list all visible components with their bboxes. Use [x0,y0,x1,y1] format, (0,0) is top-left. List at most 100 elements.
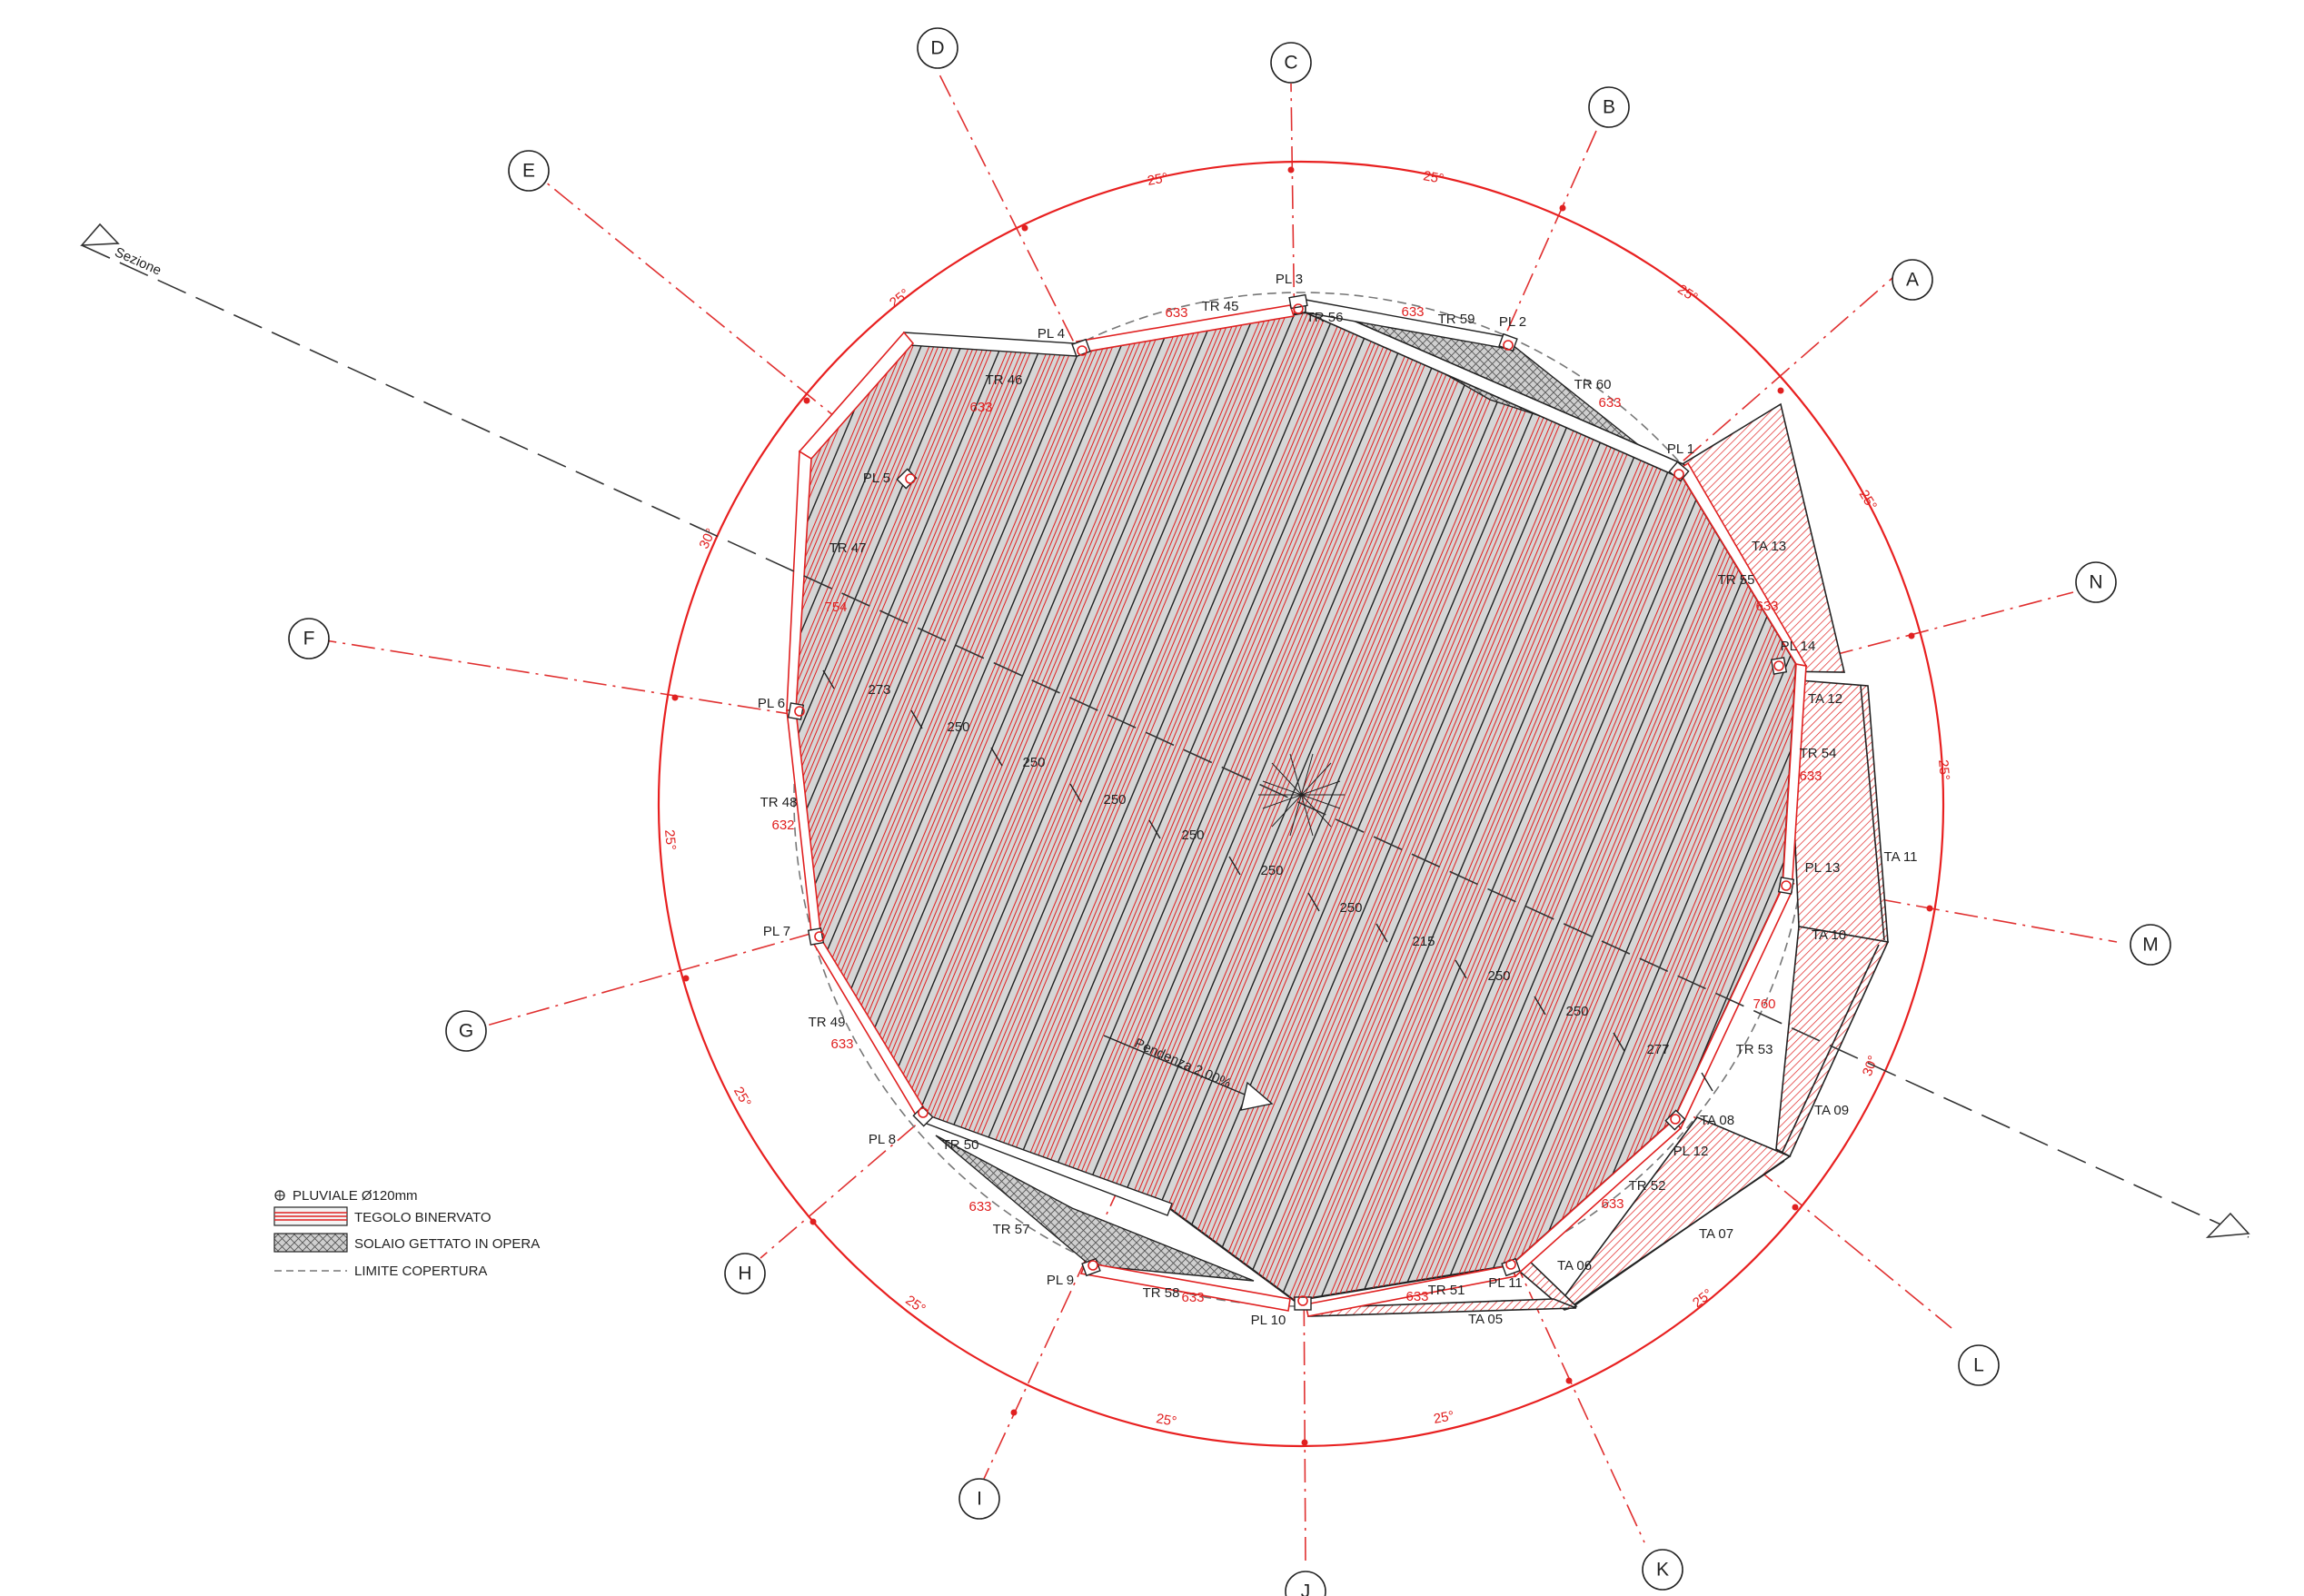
legend-item-limite: LIMITE COPERTURA [274,1264,487,1279]
tegolo-rib-line [792,312,1001,1301]
tegolo-rib-line [202,273,660,1363]
beam-label: TA 08 [1700,1113,1734,1128]
section-marker-icon [80,223,120,246]
pillar-label: PL 3 [1276,272,1303,287]
tegolo-rib-line [1465,312,1796,1301]
tegolo-rib-line [2156,273,2304,1363]
tegolo-rib-line [2165,273,2304,1363]
legend-label: SOLAIO GETTATO IN OPERA [354,1236,540,1252]
tegolo-rib-line [0,273,55,1363]
tegolo-separator-line [1893,273,2304,1363]
tegolo-rib-line [0,273,340,1363]
tegolo-rib-line [1925,273,2304,1363]
tegolo-rib-line [223,273,680,1363]
tegolo-separator-line [0,273,113,1363]
tegolo-separator-line [792,312,993,1301]
tegolo-separator-line [2013,273,2304,1363]
svg-text:L: L [1973,1355,1984,1376]
tegolo-rib-line [1080,312,1540,1301]
beam-length: 633 [1601,1196,1624,1212]
tegolo-separator-line [1173,312,1633,1301]
tegolo-rib-line [0,273,15,1363]
tegolo-rib-line [1510,312,1796,1301]
tegolo-separator-line [792,312,1073,1301]
pillar-label: PL 13 [1805,860,1841,876]
tegolo-rib-line [1190,312,1650,1301]
pillar-label: PL 11 [1488,1275,1523,1291]
beam-label: TR 52 [1629,1178,1666,1194]
tegolo-separator-line [1133,312,1593,1301]
beam-length: 633 [1598,395,1621,411]
tegolo-rib-line [2205,273,2304,1363]
tegolo-rib-line [2076,273,2304,1363]
tegolo-rib-line [0,273,135,1363]
slope-arrow-icon [1240,1081,1274,1111]
pillar-label: PL 10 [1251,1313,1286,1328]
beam-label: TR 53 [1736,1042,1773,1057]
tegolo-separator-line [792,312,913,1301]
svg-text:G: G [459,1021,473,1042]
beam-length: 760 [1753,996,1775,1012]
tegolo-rib-line [1435,312,1796,1301]
pillar-labels: PL 1 PL 2 PL 3 PL 4 PL 5 PL 6 PL 7 PL 8 … [758,272,1840,1328]
tegolo-rib-line [0,273,295,1363]
angle-label: 25° [1935,759,1952,781]
tegolo-rib-line [2146,273,2304,1363]
tegolo-rib-line [0,273,264,1363]
axis-line-G [482,794,1302,1027]
tegolo-rib-line [792,312,1140,1301]
tegolo-rib-line [1906,273,2304,1363]
tegolo-rib-line [1425,312,1796,1301]
tegolo-rib-line [1101,312,1561,1301]
beam-label: TR 58 [1143,1285,1180,1301]
tegolo-separator-line [2253,273,2304,1363]
tegolo-separator-line [2293,273,2304,1363]
tegolo-rib-line [1961,273,2304,1363]
tegolo-rib-line [0,273,25,1363]
tegolo-separator-line [2053,273,2304,1363]
beam-length: 633 [1755,599,1778,614]
legend-item-pluviale: PLUVIALE Ø120mm [274,1188,418,1204]
tegolo-rib-line [1902,273,2304,1363]
tegolo-rib-line [1831,273,2289,1363]
tegolo-separator-line [792,312,1113,1301]
tegolo-rib-line [2276,273,2304,1363]
solaio-swatch-icon [273,1233,348,1253]
tegolo-rib-line [2160,273,2304,1363]
tegolo-rib-line [1150,312,1610,1301]
tegolo-rib-line [0,273,5,1363]
tegolo-separator-line [0,273,193,1363]
beam-label: TR 46 [986,372,1023,388]
tegolo-rib-line [0,273,10,1363]
outer-reference-circle [657,160,1945,1448]
tegolo-separator-line [0,273,273,1363]
angle-label: 25° [1422,168,1445,187]
svg-text:F: F [303,629,315,649]
tegolo-rib-line [792,312,961,1301]
tegolo-rib-line [1076,312,1535,1301]
section-label: Sezione [113,244,164,279]
tegolo-rib-line [2045,273,2304,1363]
tegolo-rib-line [1841,273,2299,1363]
tegolo-rib-line [1061,312,1521,1301]
tegolo-rib-line [2236,273,2304,1363]
tegolo-rib-line [1160,312,1620,1301]
tegolo-rib-line [1505,312,1796,1301]
tegolo-rib-line [2101,273,2304,1363]
beam-label: TA 12 [1808,691,1842,707]
tegolo-rib-line [1085,312,1544,1301]
axis-bubble-L: L [1958,1344,2000,1386]
tegolo-rib-line [1520,312,1796,1301]
tegolo-separator-line [0,273,313,1363]
tegolo-rib-line [1205,312,1664,1301]
tegolo-rib-line [1826,273,2284,1363]
section-dimension: 277 [1646,1042,1669,1057]
tegolo-rib-line [2240,273,2304,1363]
tegolo-rib-line [2186,273,2304,1363]
tegolo-rib-line [0,273,100,1363]
tegolo-rib-line [1440,312,1796,1301]
tegolo-rib-line [0,273,330,1363]
tegolo-rib-line [0,273,140,1363]
beam-length: 633 [969,400,992,415]
axis-bubble-F: F [288,618,330,659]
